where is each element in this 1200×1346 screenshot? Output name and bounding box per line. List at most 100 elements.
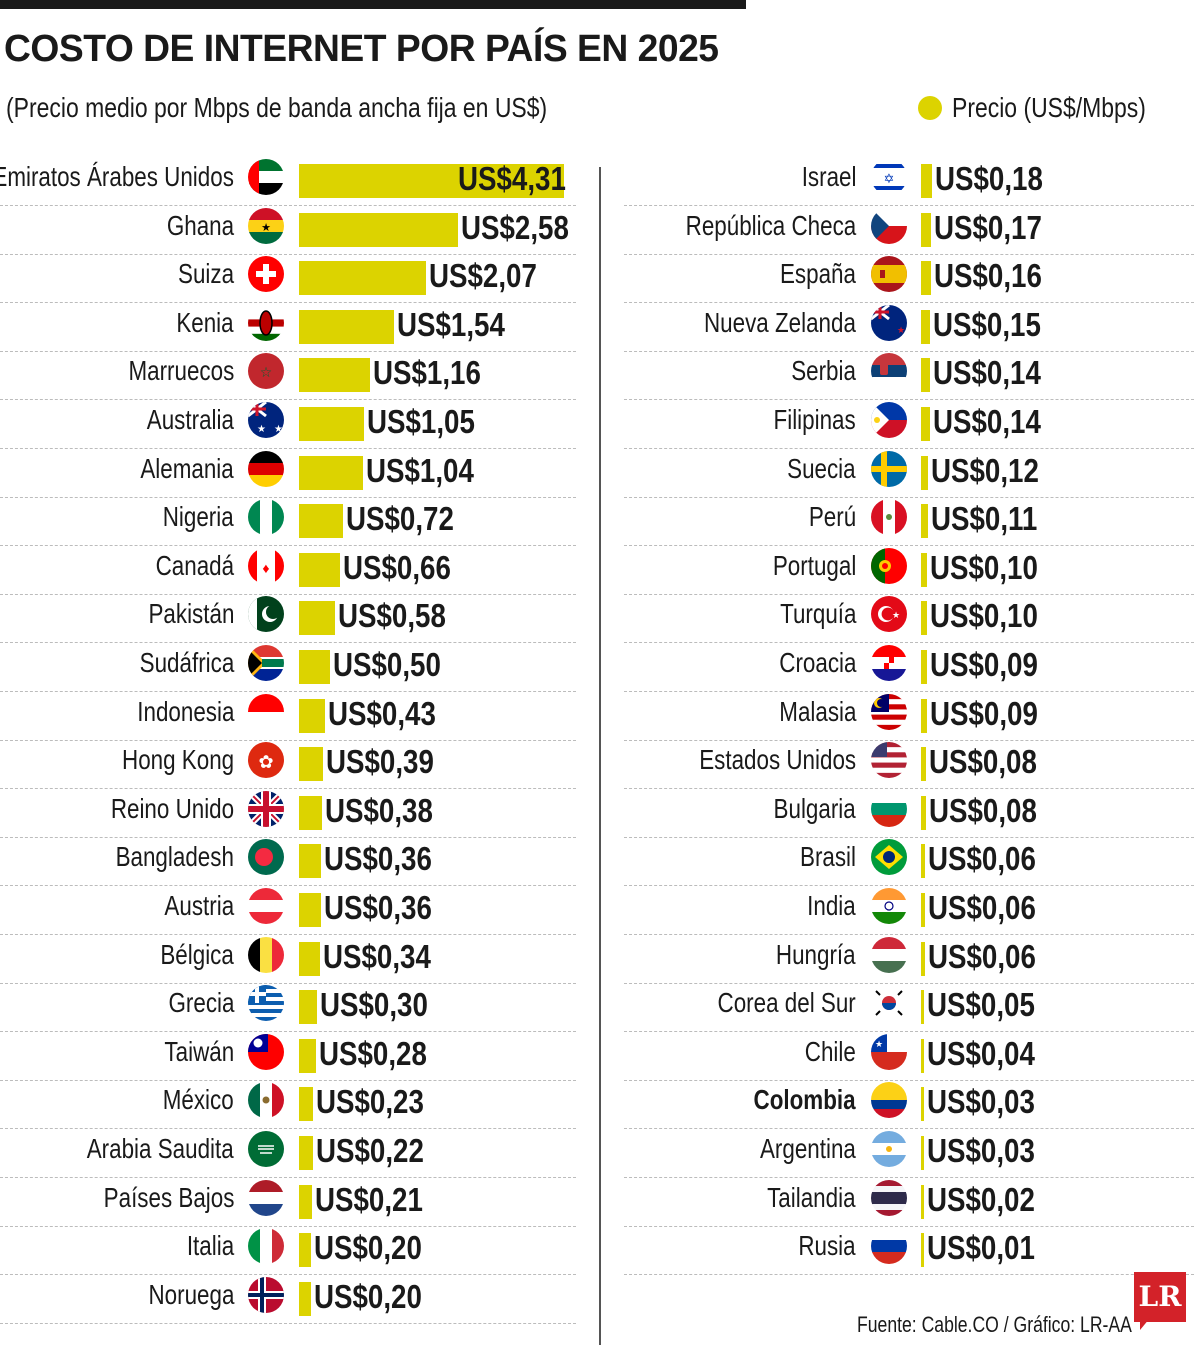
svg-text:✡: ✡ [884, 171, 895, 186]
flag-pk-icon [248, 596, 284, 633]
country-label: Kenia [176, 306, 234, 338]
value-label: US$0,14 [932, 354, 1041, 392]
bar [921, 601, 928, 636]
country-label: Canadá [155, 549, 234, 581]
flag-gb-icon [248, 790, 284, 827]
svg-text:♦: ♦ [262, 560, 269, 576]
country-label: Filipinas [773, 404, 856, 435]
bar [921, 552, 928, 587]
value-label: US$0,09 [929, 646, 1038, 683]
bar-row: Argentina US$0,03 [624, 1129, 1194, 1178]
flag-ca-icon: ♦ [248, 547, 284, 584]
flag-ma-icon: ☆ [248, 353, 284, 390]
flag-id-icon [248, 693, 284, 730]
flag-bd-icon [248, 839, 284, 876]
country-label: Alemania [140, 452, 234, 484]
value-label: US$0,36 [324, 840, 433, 878]
bar [921, 1233, 924, 1268]
value-label: US$0,12 [931, 451, 1040, 489]
value-label: US$0,21 [314, 1180, 423, 1218]
bar [299, 795, 323, 830]
bar [921, 1087, 924, 1122]
flag-es-icon [871, 256, 907, 293]
value-label: US$0,28 [319, 1034, 428, 1072]
flag-de-icon [248, 450, 284, 487]
svg-text:★: ★ [257, 424, 266, 435]
top-rule [0, 0, 746, 9]
value-label: US$0,23 [316, 1083, 425, 1121]
flag-us-icon [871, 742, 907, 779]
flag-my-icon [871, 693, 907, 730]
svg-text:☆: ☆ [260, 364, 273, 380]
flag-th-icon [871, 1179, 907, 1216]
bar-row: Kenia US$1,54 [0, 303, 576, 352]
country-label: Bangladesh [115, 841, 234, 873]
bar [921, 650, 927, 684]
country-label: Suiza [177, 258, 234, 290]
value-label: US$0,43 [328, 694, 437, 732]
bar [921, 407, 930, 441]
svg-text:✿: ✿ [258, 752, 273, 772]
country-label: Hungría [776, 938, 856, 970]
flag-pt-icon [871, 547, 907, 584]
bar-row: Grecia US$0,30 [0, 983, 576, 1033]
bar-row: Israel ✡ US$0,18 [624, 157, 1194, 206]
bar-row: Estados Unidos US$0,08 [624, 740, 1194, 790]
flag-rs-icon [871, 353, 907, 390]
bar-row: Malasia US$0,09 [624, 692, 1194, 741]
bar [921, 164, 933, 198]
bar-row: Serbia US$0,14 [624, 351, 1194, 401]
flag-au-icon: ★ ★ [248, 402, 284, 438]
bar [299, 1087, 314, 1122]
value-label: US$0,38 [325, 791, 434, 829]
lr-logo-tail [1140, 1318, 1150, 1330]
bar [921, 358, 930, 393]
country-label: Perú [808, 501, 856, 533]
bar [299, 407, 364, 441]
value-label: US$0,17 [934, 208, 1043, 246]
country-label: Serbia [791, 355, 856, 387]
value-label: US$0,22 [315, 1132, 424, 1169]
value-label: US$1,04 [365, 451, 474, 489]
bar-row: Bulgaria US$0,08 [624, 789, 1194, 838]
value-label: US$0,04 [926, 1034, 1035, 1072]
country-label: Croacia [778, 647, 856, 678]
flag-nz-icon: ★ [871, 304, 907, 341]
bar [921, 698, 927, 733]
bar [299, 455, 363, 490]
country-label: Portugal [772, 549, 856, 581]
country-label: Países Bajos [103, 1181, 234, 1213]
svg-text:★: ★ [274, 424, 283, 435]
bar [921, 1136, 924, 1170]
bar-row: Taiwán US$0,28 [0, 1032, 576, 1081]
country-label: Rusia [798, 1230, 856, 1262]
country-label: México [163, 1084, 234, 1116]
flag-ph-icon [871, 402, 907, 438]
country-label: Nigeria [163, 501, 234, 533]
value-label: US$0,58 [337, 597, 446, 635]
bar-row: Filipinas US$0,14 [624, 400, 1194, 449]
column-divider [599, 167, 601, 1345]
bar [299, 698, 326, 733]
bar-row: Alemania US$1,04 [0, 449, 576, 498]
value-label: US$0,16 [933, 257, 1042, 295]
bar [921, 1184, 924, 1219]
bar-row: Bangladesh US$0,36 [0, 837, 576, 887]
country-label: Noruega [148, 1278, 234, 1310]
bar [299, 1281, 312, 1316]
bar-row: Corea del Sur US$0,05 [624, 983, 1194, 1033]
bar-row: Emiratos Árabes Unidos US$4,31 [0, 157, 576, 206]
bar [299, 941, 320, 976]
bar-row: Reino Unido US$0,38 [0, 789, 576, 838]
flag-ru-icon [871, 1228, 907, 1265]
svg-text:★: ★ [261, 222, 271, 234]
flag-ch-icon [248, 256, 284, 293]
value-label: US$0,02 [926, 1180, 1035, 1218]
flag-in-icon [871, 888, 907, 924]
value-label: US$0,34 [322, 937, 431, 975]
country-label: Italia [186, 1230, 234, 1262]
country-label: Nueva Zelanda [704, 306, 856, 338]
bar-row: Hong Kong ✿ US$0,39 [0, 740, 576, 790]
flag-hr-icon [871, 645, 907, 681]
bar [299, 212, 458, 247]
